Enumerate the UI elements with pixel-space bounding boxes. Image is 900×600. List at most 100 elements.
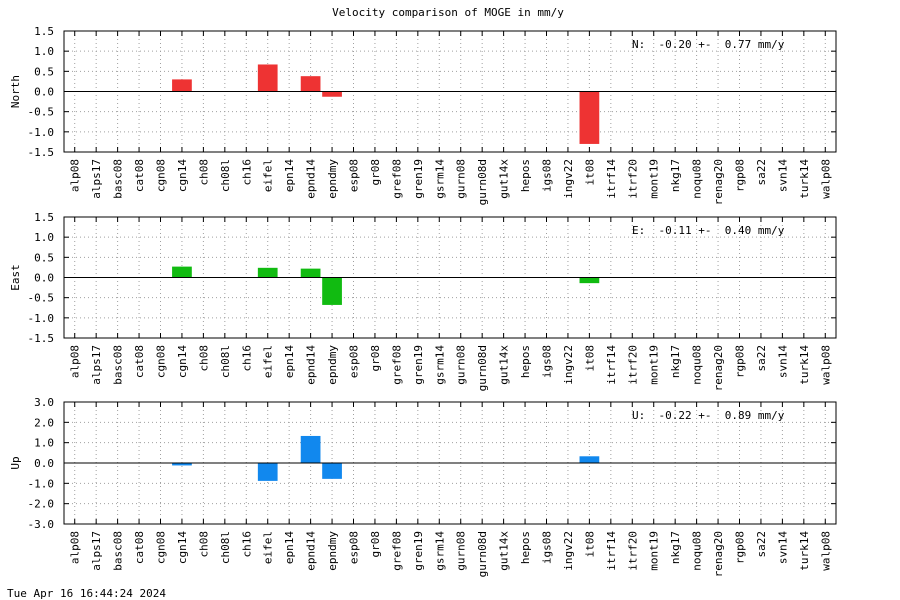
x-tick-label: cgn08 (155, 345, 168, 378)
y-axis-label: North (9, 75, 22, 108)
x-tick-label: svn14 (776, 531, 789, 564)
x-tick-label: alps17 (90, 159, 103, 199)
x-tick-label: esp08 (348, 345, 361, 378)
x-tick-label: epn14 (283, 531, 296, 564)
x-tick-label: gren19 (412, 345, 425, 385)
y-tick-label: -1.5 (28, 146, 55, 159)
x-tick-label: rgp08 (734, 345, 747, 378)
bar-epnd14 (300, 268, 321, 278)
x-tick-label: gren19 (412, 159, 425, 199)
stat-annotation: N: -0.20 +- 0.77 mm/y (632, 38, 785, 51)
bar-cgn14 (172, 463, 192, 466)
x-tick-label: epn14 (283, 159, 296, 192)
x-tick-label: igs08 (541, 159, 554, 192)
x-tick-label: epndmy (326, 345, 339, 385)
y-tick-label: 1.0 (34, 45, 54, 58)
x-tick-label: ch08 (197, 345, 210, 372)
timestamp-footer: Tue Apr 16 16:44:24 2024 (7, 587, 166, 600)
y-tick-label: -0.5 (28, 106, 55, 119)
x-tick-label: epnd14 (305, 531, 318, 571)
x-tick-label: noqu08 (691, 531, 704, 571)
x-tick-label: sa22 (755, 159, 768, 186)
x-tick-label: esp08 (348, 531, 361, 564)
stat-annotation: U: -0.22 +- 0.89 mm/y (632, 409, 785, 422)
x-tick-label: eifel (262, 531, 275, 564)
x-tick-label: epn14 (283, 345, 296, 378)
bar-eifel (257, 463, 278, 481)
x-tick-label: ch08 (197, 159, 210, 186)
panel-up: 3.0 2.0 1.0 0.0 -1.0 -2.0 -3.0 alp08 alps17 basc0… (9, 396, 837, 577)
bar-it08 (579, 277, 600, 284)
y-tick-label: 1.0 (34, 437, 54, 450)
y-tick-label: 1.0 (34, 231, 54, 244)
y-tick-label: 1.5 (34, 211, 54, 224)
plot-frame (63, 30, 837, 153)
y-tick-label: 0.5 (34, 65, 54, 78)
x-tick-label: turk14 (798, 345, 811, 385)
x-tick-label: itrf20 (626, 345, 639, 385)
x-tick-label: rgp08 (734, 159, 747, 192)
y-tick-label: 0.5 (34, 251, 54, 264)
x-tick-label: gsrm14 (433, 159, 446, 199)
y-axis-label: East (9, 264, 22, 291)
plot-frame (63, 401, 837, 525)
x-tick-label: nkg17 (669, 345, 682, 378)
x-tick-label: cgn08 (155, 531, 168, 564)
x-tick-label: epnd14 (305, 345, 318, 385)
x-tick-label: cgn08 (155, 159, 168, 192)
bar-eifel (257, 64, 278, 92)
x-tick-label: hepos (519, 531, 532, 564)
x-tick-label: it08 (583, 531, 596, 558)
x-tick-label: gref08 (390, 531, 403, 571)
y-tick-label: 2.0 (34, 416, 54, 429)
y-tick-label: -1.0 (28, 312, 55, 325)
x-tick-label: cgn14 (176, 345, 189, 378)
y-tick-label: 0.0 (34, 457, 54, 470)
x-tick-label: mont19 (648, 531, 661, 571)
x-tick-label: igs08 (541, 345, 554, 378)
x-tick-label: alp08 (69, 345, 82, 378)
y-tick-label: -1.5 (28, 332, 55, 345)
x-tick-label: ch08 (197, 531, 210, 558)
plot-frame (63, 216, 837, 339)
x-tick-label: gr08 (369, 531, 382, 558)
x-tick-label: esp08 (348, 159, 361, 192)
x-tick-label: gurn08 (455, 159, 468, 199)
x-tick-label: ch16 (240, 345, 253, 372)
x-tick-label: gr08 (369, 345, 382, 372)
x-tick-label: basc08 (112, 345, 125, 385)
bar-epndmy (322, 277, 342, 305)
x-tick-label: renag20 (712, 159, 725, 205)
x-tick-label: ch08l (219, 345, 232, 378)
bar-epnd14 (300, 76, 321, 92)
x-tick-label: ch16 (240, 531, 253, 558)
x-tick-label: gurn08d (476, 345, 489, 391)
x-tick-label: gurn08d (476, 531, 489, 577)
bar-it08 (579, 91, 600, 144)
x-tick-label: igs08 (541, 531, 554, 564)
x-tick-label: gut14x (498, 531, 511, 571)
x-tick-label: turk14 (798, 531, 811, 571)
x-tick-label: hepos (519, 345, 532, 378)
x-tick-label: gren19 (412, 531, 425, 571)
bar-cgn14 (172, 79, 192, 92)
y-tick-label: -3.0 (28, 518, 55, 531)
bar-eifel (257, 267, 278, 278)
y-tick-label: -1.0 (28, 126, 55, 139)
x-tick-label: eifel (262, 345, 275, 378)
x-tick-label: ch08l (219, 531, 232, 564)
x-tick-label: ch08l (219, 159, 232, 192)
x-tick-label: itrf14 (605, 345, 618, 385)
x-tick-label: epnd14 (305, 159, 318, 199)
y-tick-label: -1.0 (28, 477, 55, 490)
x-tick-label: nkg17 (669, 159, 682, 192)
x-tick-label: alps17 (90, 531, 103, 571)
x-tick-label: gut14x (498, 159, 511, 199)
x-tick-label: gr08 (369, 159, 382, 186)
x-tick-label: cat08 (133, 159, 146, 192)
x-tick-label: ingv22 (562, 345, 575, 385)
y-tick-label: 0.0 (34, 272, 54, 285)
x-tick-label: walp08 (819, 159, 832, 199)
x-tick-label: epndmy (326, 531, 339, 571)
